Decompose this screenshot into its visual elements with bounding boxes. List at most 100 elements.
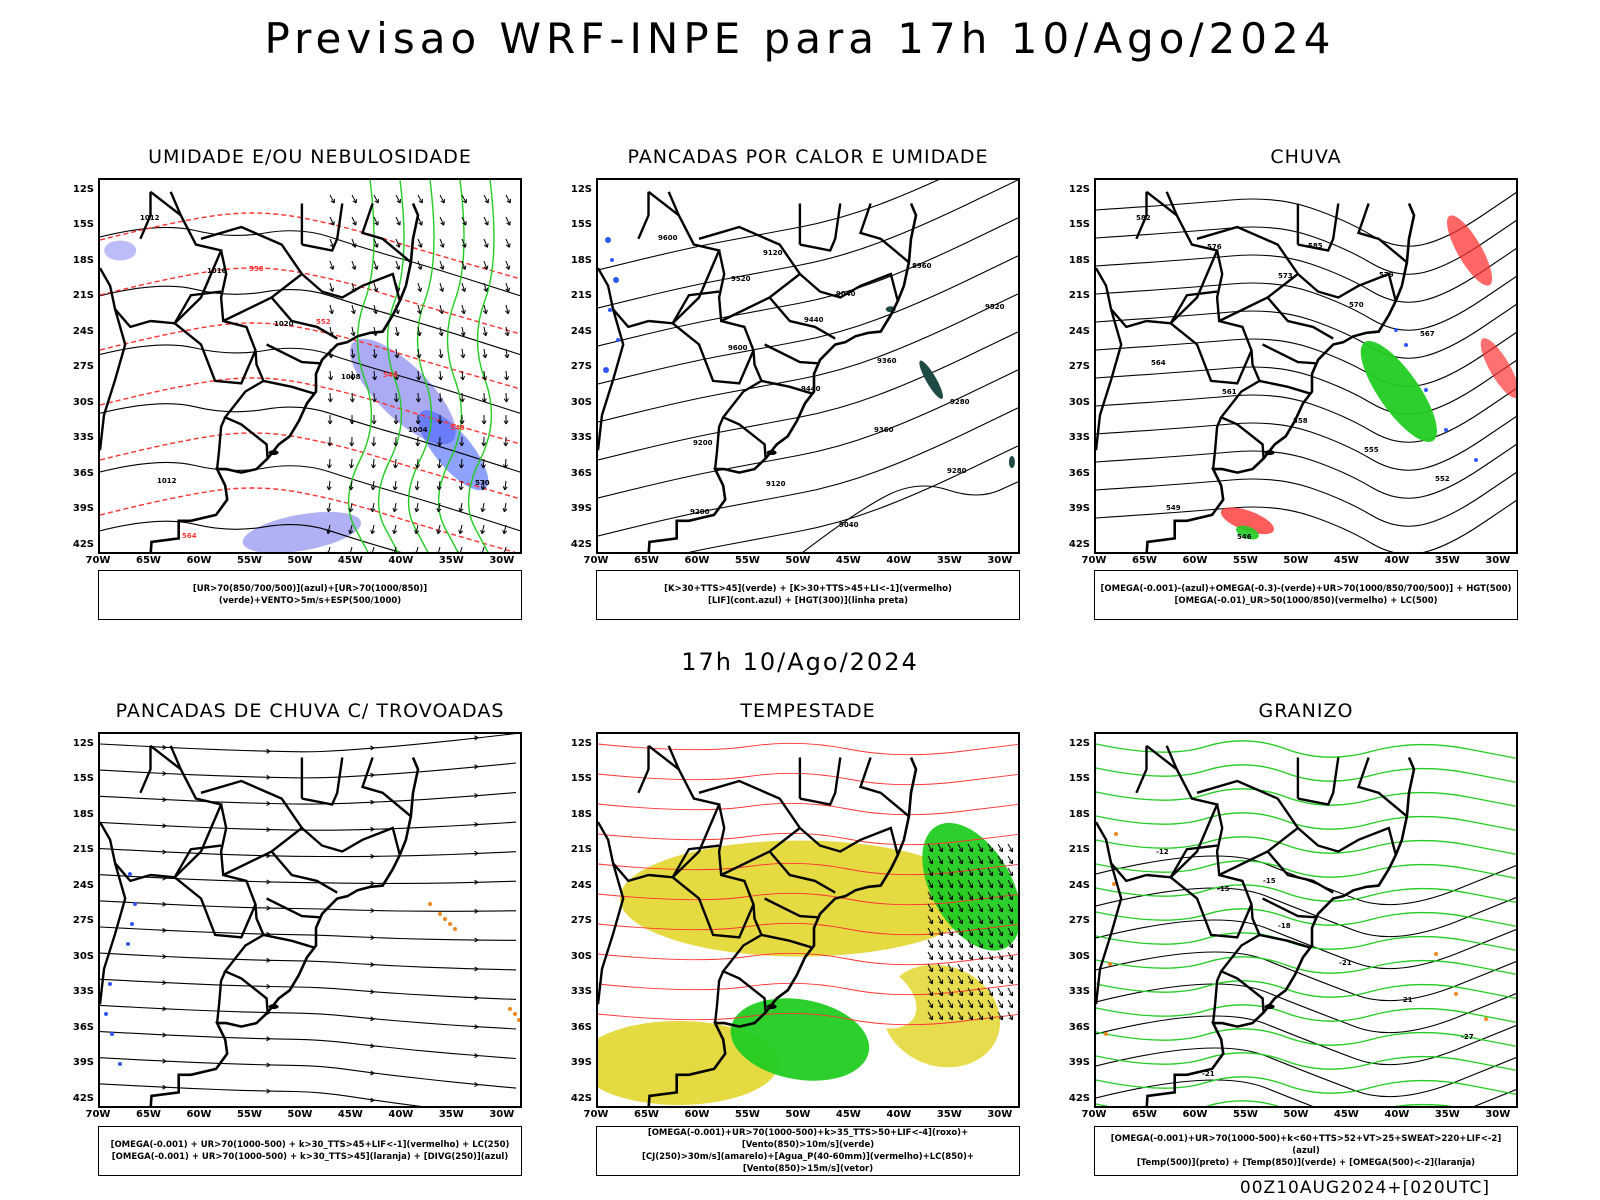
wind-vector bbox=[1017, 1012, 1018, 1013]
wind-vector-head bbox=[394, 353, 400, 359]
lat-tick-label: 36S bbox=[570, 1021, 592, 1033]
border-line bbox=[713, 416, 725, 470]
streamline-arrow-head bbox=[162, 1058, 167, 1064]
wind-vector bbox=[481, 524, 485, 534]
wind-vector-head bbox=[988, 991, 994, 997]
storm-dot-orange bbox=[513, 1012, 517, 1016]
wind-vector-head bbox=[351, 243, 357, 248]
wind-vector-head bbox=[373, 287, 379, 292]
temp850-contour bbox=[1096, 1052, 1516, 1071]
streamline-arrow-head bbox=[370, 1043, 375, 1049]
wind-vector bbox=[417, 194, 423, 204]
lon-tick-label: 35W bbox=[1434, 1109, 1460, 1120]
border-line bbox=[667, 745, 680, 770]
wind-vector bbox=[371, 524, 375, 534]
wind-vector bbox=[483, 370, 486, 381]
lat-tick-label: 30S bbox=[72, 950, 94, 962]
wind-vector-head bbox=[483, 309, 488, 315]
wind-vector bbox=[395, 326, 399, 336]
wind-vector bbox=[459, 502, 463, 512]
wind-vector-head bbox=[414, 551, 416, 552]
wind-vector bbox=[957, 855, 963, 865]
wind-vector bbox=[987, 879, 993, 889]
wind-vector bbox=[997, 999, 1003, 1009]
border-line bbox=[1262, 343, 1317, 365]
streamline-arrow-head bbox=[474, 966, 479, 972]
wind-vector-head bbox=[372, 376, 378, 381]
precipitable-water-red bbox=[598, 742, 1018, 756]
wind-vector bbox=[1017, 976, 1018, 978]
lat-tick-label: 18S bbox=[570, 808, 592, 820]
wind-vector-head bbox=[348, 529, 354, 535]
height-contour bbox=[1096, 192, 1516, 247]
border-line bbox=[858, 757, 910, 818]
wind-vector bbox=[977, 867, 983, 877]
lon-tick-label: 35W bbox=[936, 555, 962, 566]
wind-vector-head bbox=[437, 398, 443, 403]
height-contour bbox=[598, 369, 1018, 499]
wind-vector bbox=[927, 915, 933, 925]
wind-vector bbox=[461, 238, 466, 248]
temp850-contour bbox=[1096, 740, 1516, 759]
streamline bbox=[100, 762, 517, 779]
wind-vector bbox=[1017, 892, 1018, 894]
wind-vector bbox=[1007, 843, 1013, 853]
streamline-arrow-head bbox=[162, 823, 167, 829]
wind-vector-head bbox=[988, 955, 994, 961]
wind-vector bbox=[967, 975, 973, 985]
lat-tick-label: 12S bbox=[1068, 738, 1090, 749]
wind-vector bbox=[372, 480, 375, 490]
wind-vector-head bbox=[988, 979, 994, 985]
wind-vector-head bbox=[459, 398, 465, 403]
map-svg: -12 -15 -18 -21 -21 -27 -21 -15 bbox=[1096, 740, 1516, 1106]
wind-vector-head bbox=[481, 398, 487, 403]
wind-vector bbox=[957, 879, 963, 889]
wind-vector bbox=[957, 903, 963, 913]
wind-vector bbox=[967, 867, 973, 877]
temp500-contour bbox=[1096, 951, 1516, 1002]
temp850-contour bbox=[1096, 956, 1516, 975]
height-contour bbox=[1096, 388, 1516, 443]
wind-vector bbox=[947, 903, 953, 913]
border-line bbox=[671, 844, 755, 939]
wind-vector-head bbox=[928, 991, 934, 997]
wind-vector bbox=[1017, 952, 1018, 954]
wind-vector bbox=[997, 927, 1003, 937]
lon-tick-label: 60W bbox=[1182, 1109, 1208, 1120]
streamline-arrow-head bbox=[474, 764, 479, 770]
lat-tick-label: 30S bbox=[72, 396, 94, 408]
contour-label: 9280 bbox=[950, 398, 970, 406]
wind-vector-head bbox=[928, 847, 934, 853]
wind-vector bbox=[460, 480, 463, 490]
wind-vector bbox=[461, 326, 465, 336]
wind-vector bbox=[997, 903, 1003, 913]
contour-label: 8960 bbox=[912, 262, 932, 270]
wind-vector-head bbox=[988, 895, 994, 901]
wind-vector bbox=[394, 458, 397, 469]
wind-vector-head bbox=[988, 919, 994, 925]
wind-vector bbox=[967, 963, 973, 973]
rain-dot-blue bbox=[1444, 428, 1448, 432]
wind-vector bbox=[329, 304, 333, 314]
temp850-contour bbox=[1096, 932, 1516, 951]
wind-vector bbox=[416, 458, 419, 469]
lat-tick-label: 30S bbox=[570, 950, 592, 962]
lat-tick-label: 21S bbox=[570, 844, 592, 856]
contour-label: 561 bbox=[1222, 388, 1237, 396]
height-contour bbox=[1096, 472, 1516, 527]
streamline-arrow-head bbox=[370, 799, 375, 805]
wind-vector bbox=[505, 194, 511, 204]
wind-vector-head bbox=[968, 955, 974, 961]
border-line bbox=[200, 225, 304, 323]
wind-vector bbox=[947, 915, 953, 925]
contour-label: 552 bbox=[316, 318, 331, 326]
wind-vector-head bbox=[988, 871, 994, 877]
lat-tick-label: 33S bbox=[1068, 432, 1090, 444]
border-line bbox=[301, 203, 344, 252]
border-line bbox=[1169, 290, 1253, 385]
coastline bbox=[1145, 756, 1416, 1106]
wind-vector bbox=[1017, 988, 1018, 989]
wind-vector-head bbox=[1008, 943, 1014, 949]
wind-vector bbox=[997, 843, 1003, 853]
legend-line: [Temp(500)](preto) + [Temp(850)](verde) … bbox=[1136, 1158, 1476, 1168]
